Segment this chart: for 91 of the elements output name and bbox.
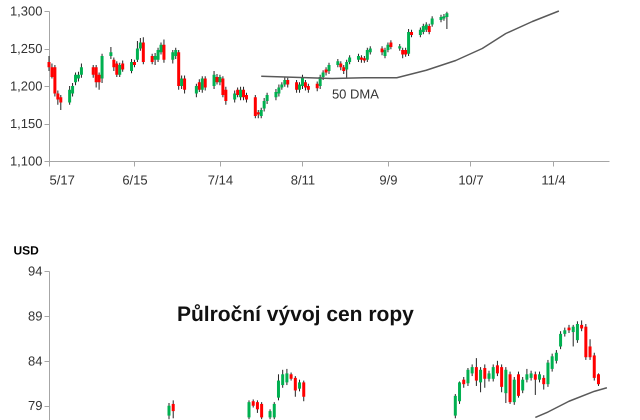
candlestick: [295, 80, 298, 94]
candlestick: [294, 376, 297, 398]
candlestick: [162, 39, 166, 64]
candlestick: [260, 402, 264, 420]
candlestick: [168, 402, 170, 420]
y-tick-label: 1,150: [10, 116, 42, 131]
candlestick: [136, 40, 139, 62]
candlestick: [445, 11, 448, 30]
y-tick-label: 89: [28, 308, 42, 324]
y-tick-label: 94: [28, 264, 42, 278]
candlestick: [328, 62, 330, 74]
candlestick: [118, 62, 122, 78]
candlestick: [302, 380, 306, 402]
x-tick-label: 9/9: [379, 172, 398, 188]
x-tick-label: 11/4: [541, 172, 566, 188]
candlestick: [109, 46, 112, 60]
candlestick: [479, 366, 482, 393]
x-tick-label: 7/14: [208, 172, 234, 188]
candlestick: [424, 22, 428, 32]
x-tick-label: 8/11: [290, 172, 316, 188]
candlestick: [559, 330, 562, 350]
y-tick-label: 1,300: [10, 4, 42, 18]
candlestick: [142, 36, 145, 65]
x-tick-label: 5/17: [50, 172, 75, 188]
candlestick: [254, 94, 257, 119]
candlestick: [68, 86, 72, 106]
candlestick: [530, 370, 533, 382]
candlestick: [488, 370, 490, 382]
candlestick: [422, 23, 425, 35]
candlestick: [180, 75, 184, 90]
candlestick: [521, 376, 524, 394]
candlestick: [512, 376, 516, 406]
candlestick: [233, 90, 236, 103]
candlestick: [285, 368, 288, 386]
y-tick-label: 1,250: [10, 41, 42, 56]
candlestick: [154, 52, 157, 66]
text: Půlroční vývoj cen ropy: [176, 303, 414, 326]
candlestick: [462, 376, 466, 388]
candlestick: [298, 379, 302, 392]
candlestick: [492, 364, 495, 382]
candlestick: [345, 59, 348, 78]
line-series: [534, 387, 608, 418]
candlestick: [542, 374, 546, 390]
candlestick: [572, 324, 575, 347]
series-label: 50 DMA: [332, 86, 380, 102]
candlestick: [272, 402, 276, 420]
candlestick: [546, 359, 550, 388]
candlestick: [92, 64, 95, 78]
candlestick: [504, 366, 508, 404]
candlestick: [286, 77, 290, 88]
candlestick: [216, 74, 218, 85]
y-tick-label: 79: [28, 398, 42, 414]
candlestick: [516, 371, 520, 398]
candlestick: [534, 371, 537, 396]
candlestick: [248, 400, 250, 420]
y-axis-title: USD: [14, 244, 40, 258]
candlestick: [500, 364, 504, 393]
candlestick: [242, 86, 246, 101]
candlestick: [576, 320, 579, 344]
candlestick: [466, 368, 470, 386]
candlestick: [276, 374, 280, 401]
y-tick-label: 1,100: [10, 154, 42, 168]
candlestick: [474, 358, 478, 386]
candlestick: [212, 70, 216, 90]
candlestick: [94, 64, 98, 88]
candlestick: [183, 75, 186, 94]
x-tick-label: 10/7: [458, 172, 484, 188]
candlestick: [130, 58, 134, 74]
candlestick: [256, 400, 259, 414]
candlestick: [239, 86, 242, 101]
candlestick: [525, 368, 528, 383]
candlestick: [407, 28, 410, 56]
candlestick: [80, 63, 83, 78]
candlestick: [366, 47, 369, 62]
candlestick: [74, 72, 78, 86]
candlestick: [277, 84, 280, 97]
candlestick: [194, 83, 198, 98]
candlestick: [401, 47, 404, 59]
candlestick: [59, 94, 62, 110]
candlestick: [274, 88, 278, 101]
x-tick-label: 6/15: [122, 172, 148, 188]
candlestick: [204, 76, 207, 91]
line-series: [260, 10, 560, 80]
y-tick-label: 1,200: [10, 78, 42, 94]
candlestick: [171, 50, 174, 64]
candlestick: [483, 364, 486, 388]
candlestick: [418, 27, 422, 38]
y-tick-label: 84: [28, 353, 42, 368]
candlestick: [150, 53, 154, 65]
candlestick: [172, 400, 175, 419]
candlestick: [538, 371, 542, 383]
